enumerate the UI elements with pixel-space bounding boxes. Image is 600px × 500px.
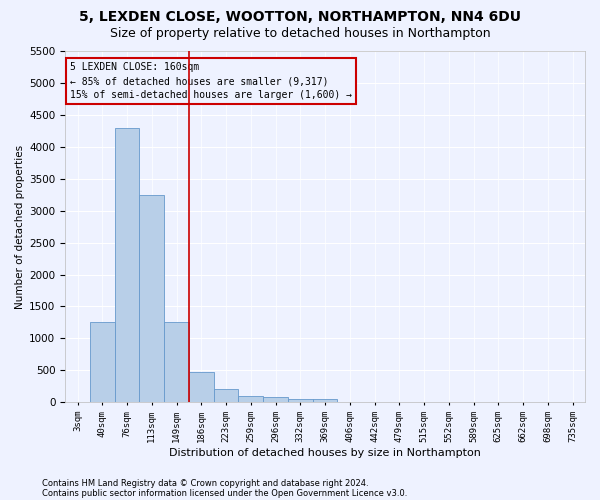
Text: Contains public sector information licensed under the Open Government Licence v3: Contains public sector information licen… — [42, 488, 407, 498]
Bar — [214, 390, 238, 402]
Bar — [189, 372, 214, 402]
Text: Size of property relative to detached houses in Northampton: Size of property relative to detached ho… — [110, 28, 490, 40]
Bar — [238, 396, 263, 402]
Text: 5, LEXDEN CLOSE, WOOTTON, NORTHAMPTON, NN4 6DU: 5, LEXDEN CLOSE, WOOTTON, NORTHAMPTON, N… — [79, 10, 521, 24]
Text: 5 LEXDEN CLOSE: 160sqm
← 85% of detached houses are smaller (9,317)
15% of semi-: 5 LEXDEN CLOSE: 160sqm ← 85% of detached… — [70, 62, 352, 100]
Bar — [139, 195, 164, 402]
Bar — [288, 399, 313, 402]
Bar — [90, 322, 115, 402]
Bar — [164, 322, 189, 402]
Bar — [115, 128, 139, 402]
Bar — [313, 399, 337, 402]
X-axis label: Distribution of detached houses by size in Northampton: Distribution of detached houses by size … — [169, 448, 481, 458]
Bar — [263, 398, 288, 402]
Text: Contains HM Land Registry data © Crown copyright and database right 2024.: Contains HM Land Registry data © Crown c… — [42, 478, 368, 488]
Y-axis label: Number of detached properties: Number of detached properties — [15, 144, 25, 309]
